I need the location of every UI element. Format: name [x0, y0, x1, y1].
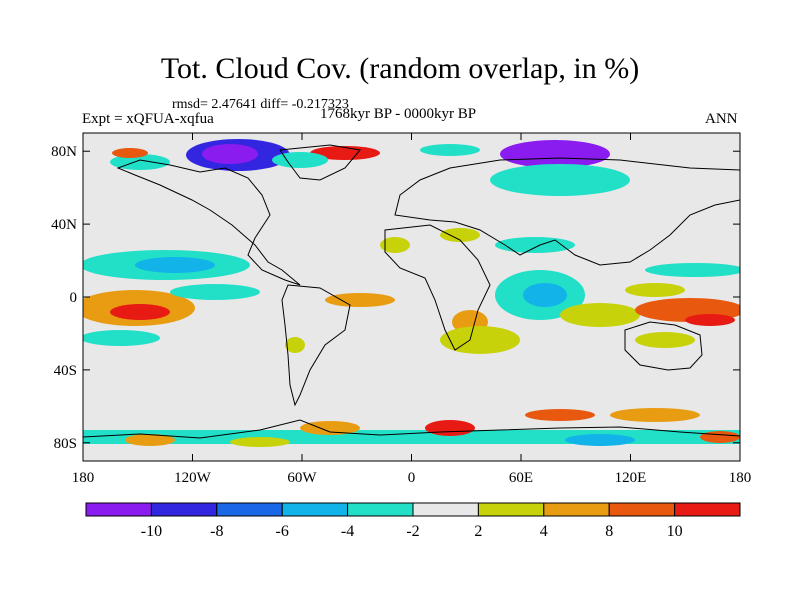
colorbar-label-5: 2 [474, 523, 482, 540]
colorbar-label-8: 10 [667, 523, 683, 540]
colorbar-box-4 [347, 502, 414, 517]
antarctic-light-positive-region [230, 437, 290, 447]
colorbar-box-0 [85, 502, 152, 517]
arctic-strong-negative-region [202, 144, 258, 164]
colorbar-label-7: 8 [605, 523, 613, 540]
north-africa-positive-region [380, 237, 410, 253]
colorbar-label-4: -2 [406, 523, 419, 540]
colorbar-label-6: 4 [540, 523, 548, 540]
sahara-positive-region [440, 228, 480, 242]
antarctic-strong-positive-region-1 [425, 420, 475, 436]
arabian-sea-negative-region [495, 237, 575, 253]
arctic-light-negative-region [272, 152, 328, 168]
colorbar-box-3 [281, 502, 349, 517]
antarctic-positive-region-1 [125, 434, 175, 446]
colorbar-label-3: -4 [341, 523, 354, 540]
antarctica-coastline [83, 419, 740, 439]
lon-tick-label-3: 0 [408, 470, 416, 486]
period-label: 1768kyr BP - 0000kyr BP [320, 106, 477, 122]
south-america-positive-region [285, 337, 305, 353]
greenland-coastline [279, 144, 361, 181]
northwest-pacific-negative-region [645, 263, 740, 277]
lon-tick-label-2: 60W [287, 470, 317, 486]
south-pacific-strong-positive-region [110, 304, 170, 320]
coastlines [83, 144, 740, 439]
south-atlantic-positive-region [325, 293, 395, 307]
colorbar-label-1: -8 [210, 523, 223, 540]
antarctic-positive-region-5 [700, 431, 740, 443]
bering-negative-region [110, 154, 170, 170]
colorbar-label-0: -10 [141, 523, 162, 540]
western-pacific-strong-positive-region [685, 314, 735, 326]
barents-negative-region [420, 144, 480, 156]
lon-tick-label-4: 60E [509, 470, 533, 486]
colorbar: -10 -8 -6 -4 -2 2 4 8 10 [85, 502, 741, 540]
experiment-label: Expt = xQFUA-xqfua [82, 111, 214, 127]
lon-tick-label-0: 180 [72, 470, 95, 486]
antarctic-negative-region [565, 434, 635, 446]
rmsd-diff-stats: rmsd= 2.47641 diff= -0.217323 [172, 97, 349, 112]
africa-coastline [384, 224, 491, 351]
lon-tick-label-5: 120E [615, 470, 647, 486]
lon-tick-label-6: 180 [729, 470, 752, 486]
siberia-negative-region [500, 140, 610, 168]
colorbar-box-9 [674, 502, 741, 517]
arctic-positive-region [112, 148, 148, 158]
siberia-light-negative-region [490, 164, 630, 196]
antarctic-positive-region-3 [525, 409, 595, 421]
axis-ticks: 80N 40N 0 40S 80S 180 120W 60W 0 60E 120E 180 [51, 133, 751, 486]
eurasia-coastline [394, 157, 740, 266]
colorbar-label-2: -6 [276, 523, 289, 540]
southern-africa-light-positive-region [440, 326, 520, 354]
colorbar-box-2 [216, 502, 283, 517]
anomaly-field [83, 139, 740, 447]
south-america-coastline [281, 284, 351, 407]
colorbar-box-1 [150, 502, 218, 517]
maritime-continent-positive-region [625, 283, 685, 297]
south-pacific-negative-band [83, 330, 160, 346]
equatorial-pacific-negative-region [170, 284, 260, 300]
lat-tick-label-1: 40N [51, 217, 77, 233]
lat-tick-label-0: 80N [51, 144, 77, 160]
lon-tick-label-1: 120W [174, 470, 212, 486]
plot-title: Tot. Cloud Cov. (random overlap, in %) [160, 52, 640, 85]
lat-tick-label-4: 80S [54, 436, 77, 452]
lat-tick-label-2: 0 [70, 290, 78, 306]
greenland-positive-region [310, 146, 380, 160]
indian-ocean-positive-region [560, 303, 640, 327]
australia-positive-region [635, 332, 695, 348]
lat-tick-label-3: 40S [54, 363, 77, 379]
antarctic-positive-region-4 [610, 408, 700, 422]
north-pacific-moderate-negative-region [135, 257, 215, 273]
north-america-coastline [116, 159, 301, 286]
season-label: ANN [705, 111, 738, 127]
antarctic-positive-region-2 [300, 421, 360, 435]
indian-ocean-moderate-negative-region [523, 283, 567, 307]
colorbar-box-6 [477, 502, 545, 517]
colorbar-box-8 [608, 502, 676, 517]
colorbar-box-5 [412, 502, 479, 517]
australia-coastline [624, 321, 703, 371]
colorbar-box-7 [543, 502, 610, 517]
